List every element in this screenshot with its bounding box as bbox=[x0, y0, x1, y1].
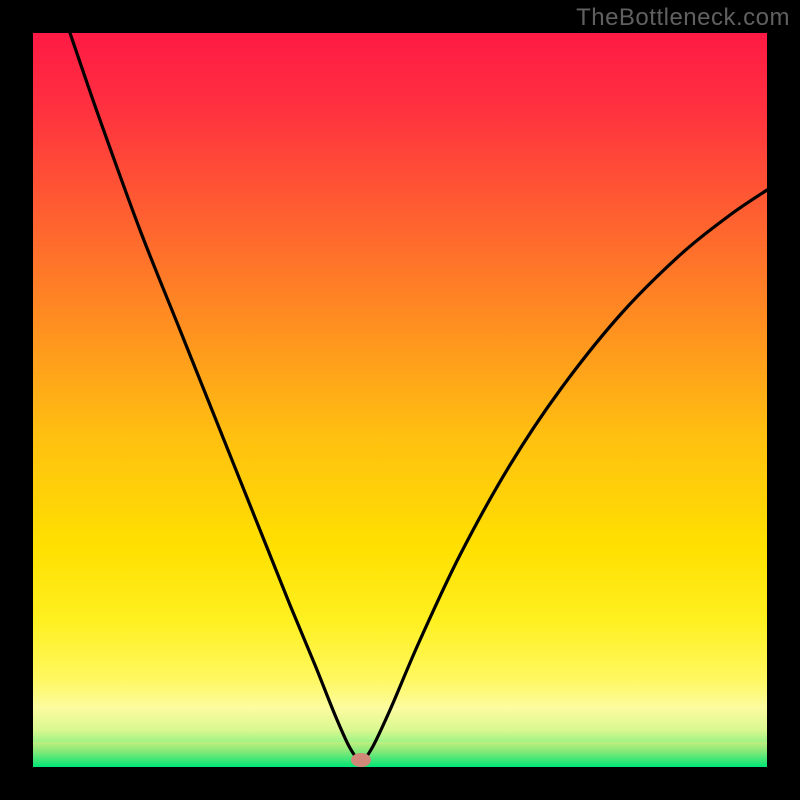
gradient-background bbox=[33, 33, 767, 767]
optimal-point-marker bbox=[351, 753, 371, 767]
green-band bbox=[33, 742, 767, 767]
watermark-text: TheBottleneck.com bbox=[576, 4, 790, 32]
bottleneck-chart bbox=[0, 0, 800, 800]
chart-container: TheBottleneck.com bbox=[0, 0, 800, 800]
